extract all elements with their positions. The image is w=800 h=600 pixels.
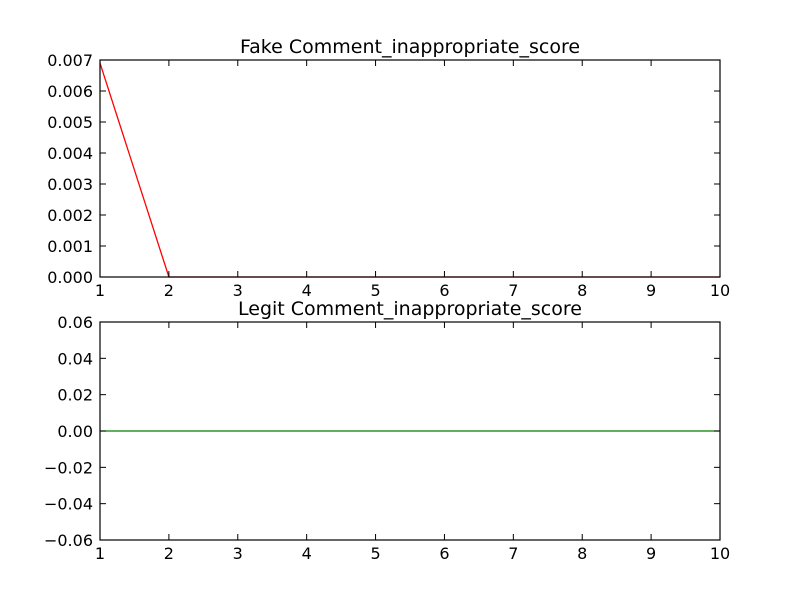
x-tick-label: 9 bbox=[646, 544, 656, 563]
chart-title: Legit Comment_inappropriate_score bbox=[238, 298, 582, 320]
x-tick-label: 2 bbox=[164, 544, 174, 563]
y-tick-label: 0.006 bbox=[47, 82, 93, 101]
y-tick-label: 0.001 bbox=[47, 237, 93, 256]
y-tick-label: 0.005 bbox=[47, 113, 93, 132]
y-tick-label: 0.00 bbox=[57, 422, 93, 441]
x-tick-label: 10 bbox=[710, 544, 730, 563]
y-tick-label: 0.000 bbox=[47, 268, 93, 287]
x-tick-label: 3 bbox=[233, 544, 243, 563]
x-tick-label: 2 bbox=[164, 281, 174, 300]
x-tick-label: 8 bbox=[577, 544, 587, 563]
y-tick-label: −0.04 bbox=[44, 495, 93, 514]
y-tick-label: 0.04 bbox=[57, 349, 93, 368]
plot-frame bbox=[99, 59, 721, 278]
x-tick-label: 10 bbox=[710, 281, 730, 300]
y-tick-label: 0.02 bbox=[57, 386, 93, 405]
x-tick-label: 7 bbox=[508, 544, 518, 563]
x-tick-label: 1 bbox=[95, 281, 105, 300]
y-tick-label: 0.06 bbox=[57, 313, 93, 332]
x-tick-label: 7 bbox=[508, 281, 518, 300]
y-tick-label: −0.06 bbox=[44, 531, 93, 550]
fake-score-chart: Fake Comment_inappropriate_score 1 2 3 4 5 6 7… bbox=[47, 36, 730, 300]
x-tick-label: 6 bbox=[439, 544, 449, 563]
y-tick-label: 0.003 bbox=[47, 175, 93, 194]
x-tick-label: 3 bbox=[233, 281, 243, 300]
x-tick-label: 8 bbox=[577, 281, 587, 300]
x-tick-label: 4 bbox=[302, 544, 312, 563]
x-tick-label: 5 bbox=[370, 281, 380, 300]
x-tick-label: 4 bbox=[302, 281, 312, 300]
x-tick-label: 1 bbox=[95, 544, 105, 563]
chart-title: Fake Comment_inappropriate_score bbox=[240, 36, 580, 58]
y-tick-label: −0.02 bbox=[44, 458, 93, 477]
legit-score-chart: Legit Comment_inappropriate_score 1 2 3 4 5 6… bbox=[44, 298, 730, 563]
x-tick-label: 6 bbox=[439, 281, 449, 300]
y-tick-label: 0.004 bbox=[47, 144, 93, 163]
y-tick-label: 0.002 bbox=[47, 206, 93, 225]
x-tick-label: 9 bbox=[646, 281, 656, 300]
y-tick-label: 0.007 bbox=[47, 51, 93, 70]
x-tick-label: 5 bbox=[370, 544, 380, 563]
